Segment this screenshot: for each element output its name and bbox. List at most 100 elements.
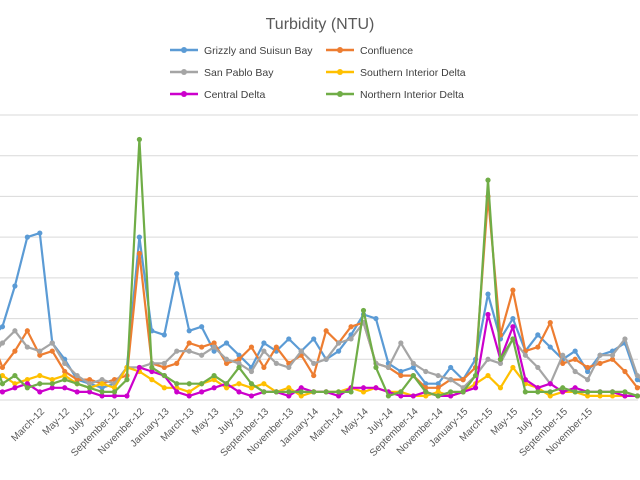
data-point	[223, 340, 230, 346]
legend-label: Grizzly and Suisun Bay	[204, 45, 313, 57]
data-point	[634, 393, 640, 399]
data-point	[62, 377, 68, 383]
data-point	[286, 364, 292, 371]
data-point	[24, 381, 30, 387]
data-point	[161, 364, 167, 371]
legend-label: Northern Interior Delta	[360, 89, 464, 101]
data-point	[87, 377, 93, 383]
data-point	[572, 385, 578, 391]
data-point	[510, 364, 516, 371]
data-point	[62, 385, 68, 391]
data-point	[273, 360, 279, 366]
legend: Grizzly and Suisun Bay Confluence San Pabl…	[170, 45, 466, 101]
data-point	[0, 364, 6, 371]
data-point	[0, 389, 6, 395]
data-point	[236, 381, 242, 387]
data-point	[174, 389, 180, 395]
data-point	[286, 389, 292, 395]
data-point	[336, 389, 342, 395]
gridlines	[0, 114, 638, 401]
data-point	[124, 393, 130, 399]
data-point	[286, 336, 292, 342]
data-point	[248, 393, 255, 399]
data-point	[74, 389, 80, 395]
data-point	[248, 344, 255, 350]
data-point	[0, 372, 6, 379]
data-point	[49, 340, 55, 346]
data-point	[485, 291, 491, 297]
data-point	[223, 381, 230, 387]
data-point	[0, 340, 6, 346]
legend-label: San Pablo Bay	[204, 67, 274, 79]
data-point	[485, 311, 491, 318]
data-point	[597, 389, 603, 395]
data-point	[174, 360, 180, 366]
data-point	[535, 344, 541, 350]
data-point	[74, 377, 80, 383]
data-point	[472, 372, 479, 379]
data-point	[62, 360, 68, 366]
data-point	[261, 364, 267, 371]
data-point	[24, 234, 30, 240]
legend-marker	[181, 47, 187, 53]
data-point	[286, 393, 292, 399]
data-point	[410, 393, 416, 399]
data-point	[12, 385, 18, 391]
legend-item: San Pablo Bay	[170, 67, 274, 79]
legend-item: Central Delta	[170, 89, 265, 101]
data-point	[174, 381, 180, 387]
data-point	[323, 356, 329, 362]
data-point	[24, 377, 30, 383]
data-point	[298, 348, 304, 354]
data-point	[510, 287, 516, 293]
data-point	[186, 348, 192, 354]
data-point	[0, 381, 6, 387]
data-point	[535, 389, 541, 395]
data-point	[174, 348, 180, 354]
data-point	[49, 381, 55, 387]
data-point	[622, 393, 628, 399]
data-point	[547, 393, 553, 399]
data-point	[12, 348, 18, 354]
data-point	[622, 336, 628, 342]
data-point	[236, 360, 242, 366]
data-point	[136, 234, 142, 240]
data-point	[634, 385, 640, 391]
legend-marker	[337, 47, 343, 53]
data-point	[336, 340, 342, 346]
data-point	[510, 324, 516, 330]
data-point	[448, 393, 454, 399]
data-point	[597, 352, 603, 358]
data-point	[211, 385, 217, 391]
data-point	[535, 332, 541, 338]
data-point	[522, 389, 528, 395]
data-point	[273, 344, 279, 350]
data-point	[186, 389, 192, 395]
data-point	[161, 372, 167, 379]
data-point	[174, 271, 180, 277]
data-point	[348, 336, 354, 342]
data-point	[360, 389, 367, 395]
x-tick-label: May-14	[339, 406, 371, 438]
series-0	[0, 230, 640, 391]
data-point	[460, 389, 466, 395]
data-point	[435, 389, 441, 395]
data-point	[37, 389, 43, 395]
data-point	[111, 389, 118, 395]
data-point	[161, 360, 167, 366]
x-tick-label: May-13	[190, 406, 222, 438]
data-point	[99, 381, 105, 387]
data-point	[136, 364, 142, 371]
data-point	[298, 385, 304, 391]
data-point	[311, 360, 317, 366]
data-point	[211, 377, 217, 383]
data-point	[572, 348, 578, 354]
data-point	[336, 348, 342, 354]
data-point	[622, 389, 628, 395]
data-point	[597, 393, 603, 399]
data-point	[62, 372, 68, 379]
data-point	[609, 356, 616, 362]
legend-label: Southern Interior Delta	[360, 67, 466, 79]
legend-item: Grizzly and Suisun Bay	[170, 45, 313, 57]
data-point	[398, 340, 404, 346]
